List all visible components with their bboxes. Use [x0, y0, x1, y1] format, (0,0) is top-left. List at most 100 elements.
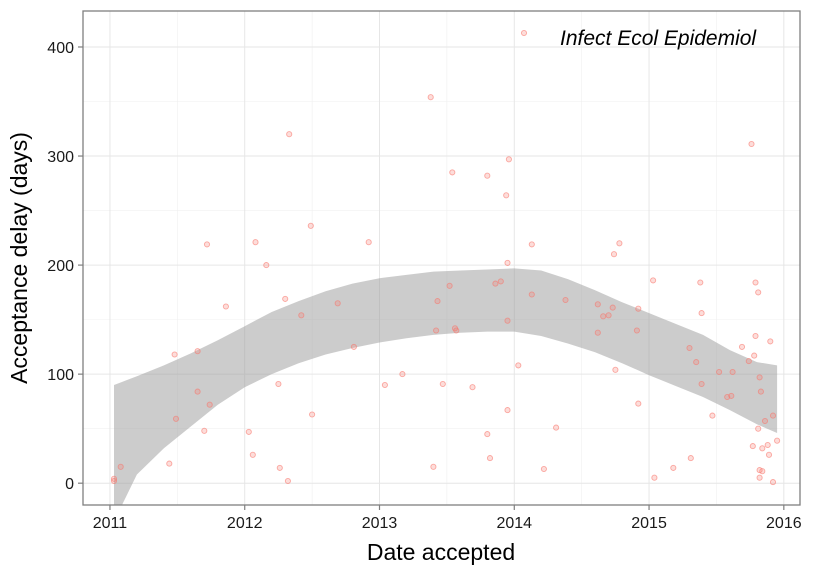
- data-point: [698, 310, 705, 317]
- x-tick-label: 2015: [631, 515, 667, 532]
- data-point: [767, 338, 774, 345]
- data-point: [687, 455, 694, 462]
- data-point: [484, 172, 491, 179]
- data-point: [605, 312, 612, 319]
- data-point: [203, 241, 211, 248]
- y-tick-label: 300: [47, 149, 74, 166]
- data-point: [769, 479, 777, 486]
- data-points: [110, 94, 781, 486]
- data-point: [761, 417, 769, 425]
- data-point: [759, 445, 766, 452]
- data-point: [206, 401, 213, 408]
- data-point: [504, 407, 511, 414]
- data-point: [433, 327, 440, 334]
- data-point: [469, 384, 476, 391]
- data-point: [716, 368, 723, 376]
- data-point: [245, 428, 252, 435]
- x-tick-label: 2014: [496, 515, 532, 532]
- data-point: [752, 332, 759, 340]
- data-point: [276, 464, 283, 471]
- data-point: [756, 374, 763, 381]
- data-point: [309, 411, 316, 418]
- x-axis-title: Date accepted: [367, 539, 515, 565]
- data-point: [650, 277, 657, 284]
- legend-key-point: [520, 29, 528, 37]
- data-point: [759, 468, 766, 475]
- plot-border: [82, 10, 801, 506]
- data-point: [751, 352, 758, 359]
- data-point: [334, 300, 341, 307]
- data-point: [697, 279, 704, 286]
- legend-label: Infect Ecol Epidemiol: [560, 27, 757, 50]
- y-tick-label: 100: [47, 367, 74, 384]
- data-point: [729, 368, 736, 376]
- y-axis: 0 100 200 300 400: [47, 40, 83, 493]
- x-tick-label: 2012: [227, 515, 263, 532]
- plot-panel: [83, 11, 800, 505]
- data-point: [528, 291, 535, 298]
- data-point: [635, 400, 642, 407]
- data-point: [764, 441, 771, 449]
- data-point: [427, 94, 434, 101]
- data-point: [610, 251, 618, 258]
- data-point: [562, 296, 569, 304]
- data-point: [515, 362, 522, 369]
- data-point: [166, 460, 173, 467]
- data-point: [752, 279, 759, 286]
- data-point: [172, 415, 180, 422]
- data-point: [252, 239, 259, 246]
- data-point: [282, 295, 289, 302]
- data-point: [194, 388, 201, 395]
- data-point: [670, 464, 677, 471]
- data-point: [609, 304, 616, 311]
- data-point: [755, 289, 762, 296]
- data-point: [594, 329, 601, 336]
- data-point: [745, 358, 752, 365]
- data-point: [484, 431, 491, 438]
- data-point: [307, 222, 314, 229]
- y-tick-label: 0: [65, 476, 74, 493]
- data-point: [275, 380, 282, 388]
- data-point: [738, 343, 746, 350]
- data-point: [171, 351, 178, 358]
- data-point: [757, 388, 764, 395]
- data-point: [503, 192, 510, 199]
- confidence-band: [114, 268, 778, 505]
- data-point: [439, 380, 446, 388]
- data-point: [222, 303, 229, 310]
- x-tick-label: 2011: [93, 515, 128, 532]
- data-point: [434, 298, 441, 305]
- data-point: [748, 140, 755, 148]
- data-point: [286, 131, 293, 138]
- data-point: [263, 262, 270, 269]
- data-point: [765, 451, 773, 458]
- data-point: [553, 424, 560, 431]
- data-point: [110, 477, 118, 485]
- data-point: [194, 348, 201, 355]
- data-point: [769, 412, 777, 419]
- data-point: [635, 305, 642, 312]
- y-axis-title: Acceptance delay (days): [6, 132, 32, 384]
- data-point: [600, 313, 607, 320]
- data-point: [504, 317, 511, 324]
- y-tick-label: 200: [47, 258, 74, 275]
- data-point: [633, 327, 640, 334]
- data-point: [612, 366, 619, 373]
- smooth-confidence-band: [114, 268, 778, 505]
- data-point: [381, 381, 388, 389]
- data-point: [453, 327, 460, 334]
- data-point: [693, 359, 700, 366]
- data-point: [540, 465, 547, 473]
- data-point: [446, 282, 453, 289]
- data-point: [399, 371, 406, 378]
- data-point: [686, 344, 693, 352]
- data-point: [755, 425, 762, 432]
- data-point: [756, 474, 763, 481]
- legend: Infect Ecol Epidemiol: [520, 27, 757, 50]
- data-point: [486, 455, 494, 462]
- data-point: [505, 156, 512, 163]
- x-axis: 2011 2012 2013 2014 2015 2016: [93, 505, 802, 532]
- data-point: [528, 241, 535, 248]
- y-tick-label: 400: [47, 40, 74, 57]
